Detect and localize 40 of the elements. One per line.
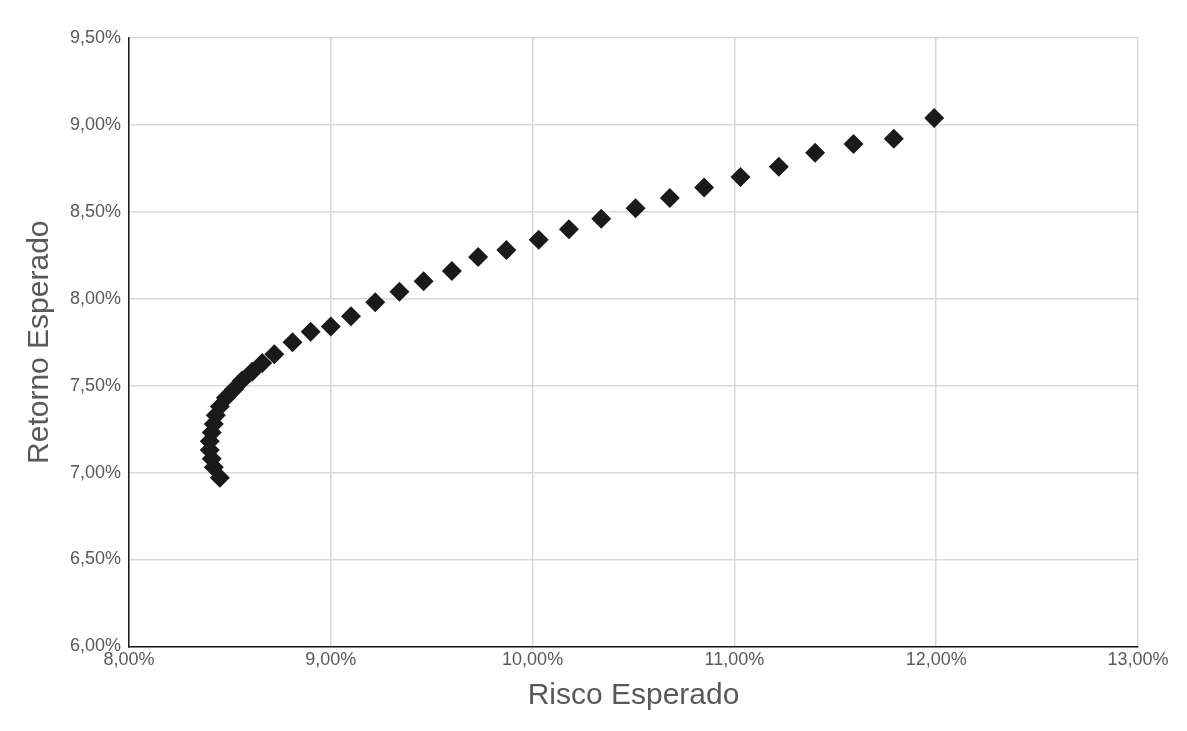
point [558, 219, 579, 240]
point [242, 361, 263, 382]
point [625, 198, 646, 219]
point [389, 281, 410, 302]
y-tick-label: 7,00% [69, 461, 122, 482]
point [768, 156, 789, 177]
point [264, 344, 285, 365]
point [252, 353, 273, 374]
point [413, 271, 434, 292]
y-tick-label: 8,50% [69, 200, 122, 221]
point [282, 332, 303, 353]
y-tick-label: 7,50% [69, 374, 122, 395]
point [591, 208, 612, 229]
x-axis-title: Risco Esperado [527, 677, 740, 711]
point [365, 292, 386, 313]
point [730, 167, 751, 188]
point [468, 247, 489, 268]
y-axis-title: Retorno Esperado [21, 220, 55, 464]
point [232, 370, 253, 391]
point [843, 134, 864, 155]
y-tick-label: 6,50% [69, 548, 122, 569]
point [805, 142, 826, 163]
x-tick-label: 11,00% [704, 649, 765, 670]
x-tick-label: 13,00% [1107, 649, 1169, 670]
point [496, 240, 517, 261]
x-tick-label: 10,00% [502, 649, 564, 670]
point [441, 260, 462, 281]
point [300, 321, 321, 342]
point [341, 306, 362, 327]
point [694, 177, 715, 198]
point [320, 316, 341, 337]
y-tick-label: 9,00% [69, 113, 122, 134]
point [924, 107, 945, 128]
x-tick-label: 9,00% [305, 649, 357, 670]
point [883, 128, 904, 149]
y-tick-label: 9,50% [69, 26, 122, 47]
point [528, 229, 549, 250]
y-tick-label: 8,00% [69, 287, 122, 308]
x-tick-label: 12,00% [905, 649, 967, 670]
point [659, 187, 680, 208]
